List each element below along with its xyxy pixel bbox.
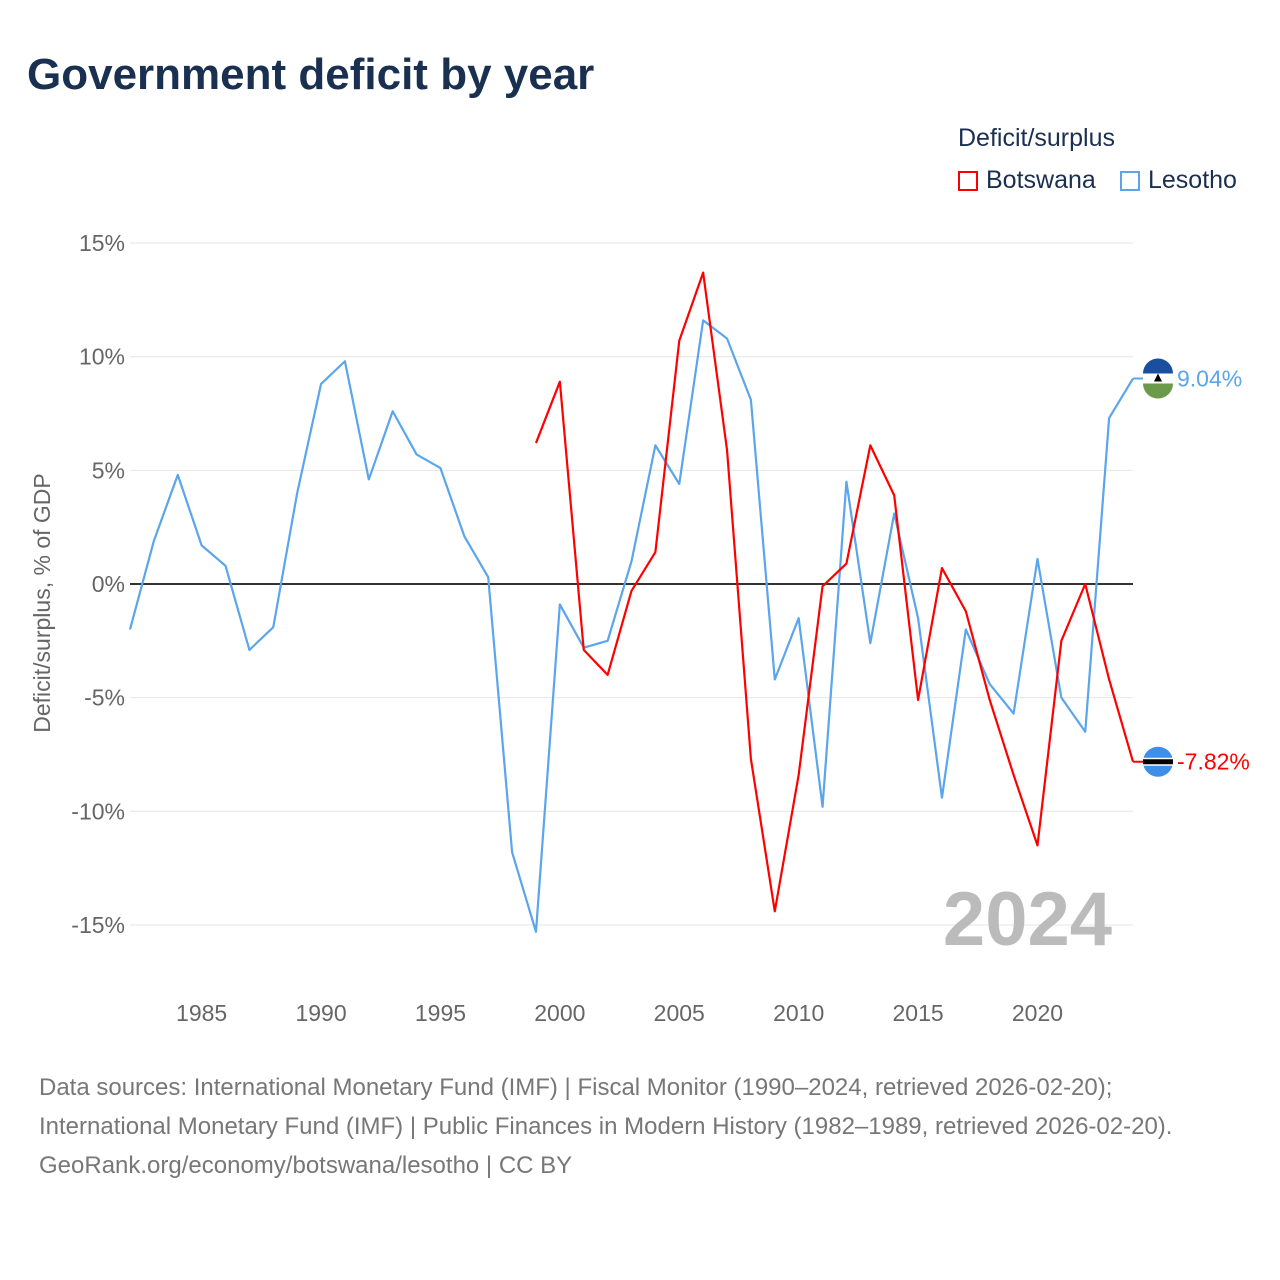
x-tick-label: 2015 [892, 1000, 943, 1026]
chart-title: Government deficit by year [27, 50, 595, 99]
x-tick-label: 2005 [654, 1000, 705, 1026]
lesotho-flag-icon-bottom [1143, 383, 1173, 399]
x-tick-label: 2010 [773, 1000, 824, 1026]
y-axis-label: Deficit/surplus, % of GDP [29, 473, 55, 732]
y-tick-label: -10% [71, 798, 125, 824]
year-label: 2024 [943, 877, 1112, 962]
y-tick-label: -5% [84, 685, 125, 711]
y-tick-label: 0% [92, 571, 125, 597]
end-value-label-lesotho: 9.04% [1177, 366, 1242, 392]
x-tick-label: 1995 [415, 1000, 466, 1026]
source-link[interactable]: GeoRank.org/economy/botswana/lesotho | C… [39, 1152, 573, 1179]
lesotho-flag-icon-top [1143, 358, 1173, 374]
legend-item-lesotho[interactable]: Lesotho [1120, 166, 1237, 195]
legend-label: Lesotho [1148, 166, 1237, 194]
legend-label: Botswana [986, 166, 1096, 194]
legend-swatch-lesotho [1120, 170, 1140, 191]
botswana-flag-icon-black [1143, 759, 1173, 765]
footer: Data sources: International Monetary Fun… [39, 1068, 1239, 1185]
legend-title: Deficit/surplus [958, 124, 1115, 152]
series-line-lesotho [128, 319, 1134, 933]
end-value-label-botswana: -7.82% [1177, 749, 1250, 775]
y-tick-label: 5% [92, 457, 125, 483]
y-tick-label: 10% [79, 344, 125, 370]
x-tick-label: 1990 [295, 1000, 346, 1026]
data-sources: Data sources: International Monetary Fun… [39, 1074, 1173, 1140]
series-line-botswana [534, 271, 1135, 913]
y-tick-label: -15% [71, 912, 125, 938]
legend-item-botswana[interactable]: Botswana [958, 166, 1096, 195]
x-tick-label: 2000 [534, 1000, 585, 1026]
x-tick-label: 1985 [176, 1000, 227, 1026]
y-tick-label: 15% [79, 230, 125, 256]
x-tick-label: 2020 [1012, 1000, 1063, 1026]
legend-swatch-botswana [958, 170, 978, 191]
lesotho-hat-icon [1154, 373, 1162, 382]
